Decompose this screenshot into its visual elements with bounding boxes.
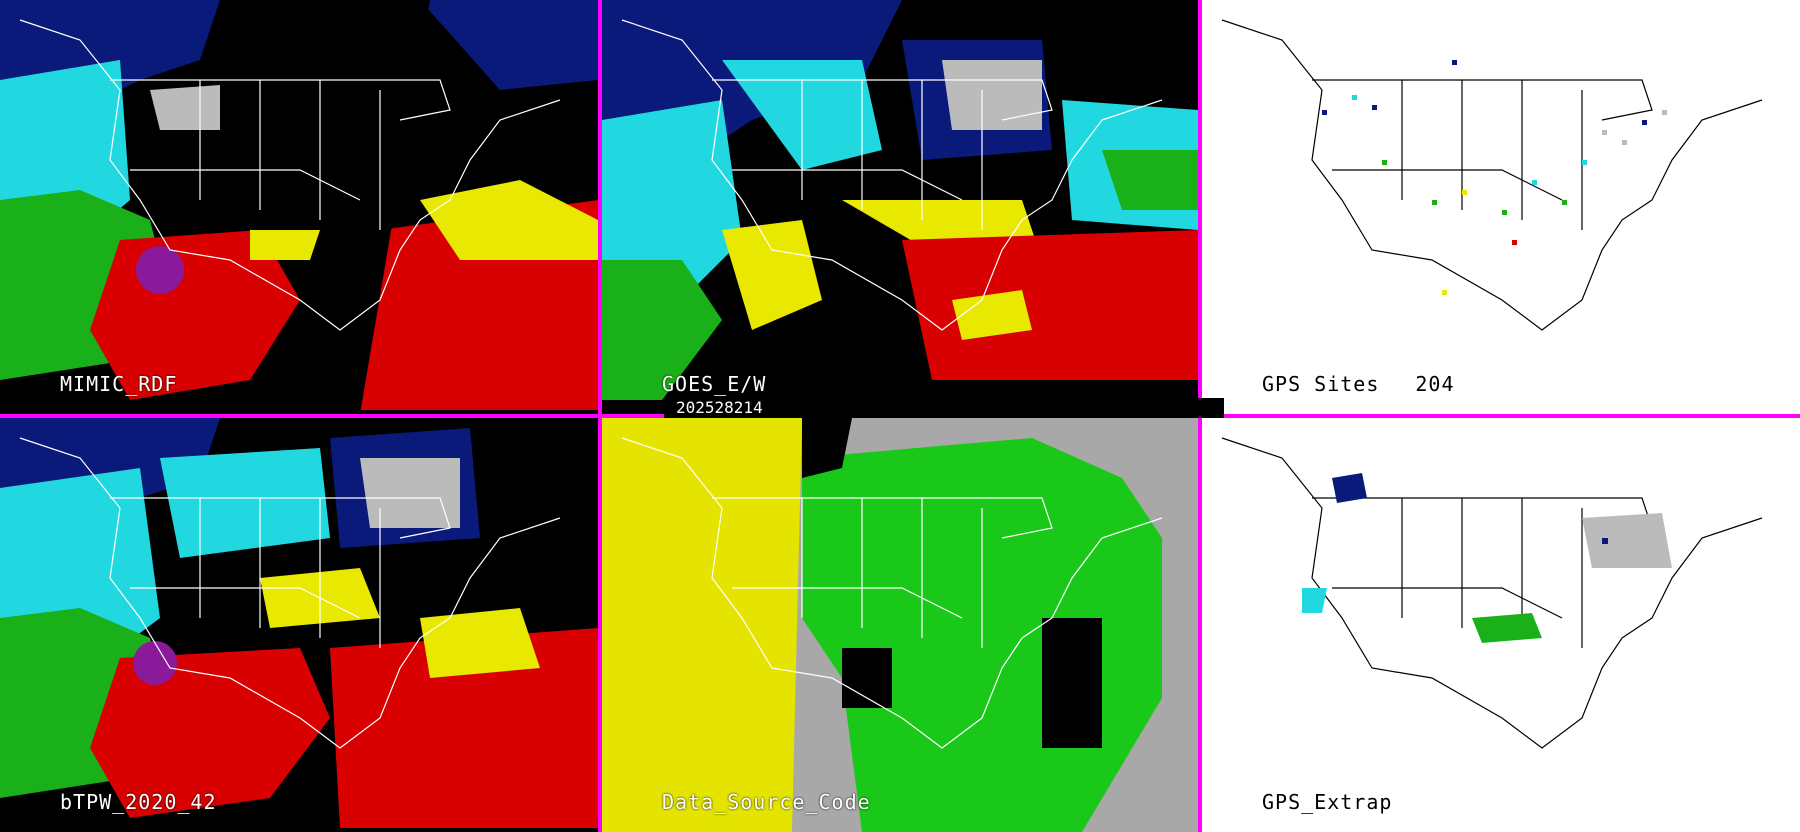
panel-label-mimic: MIMIC_RDF xyxy=(60,372,178,396)
panel-goes-ew[interactable]: GOES_E/W xyxy=(602,0,1198,414)
gps-sites-map xyxy=(1202,0,1800,414)
panel-gps-sites[interactable]: GPS Sites 204 xyxy=(1202,0,1800,414)
panel-btpw[interactable]: bTPW_2020_42 xyxy=(0,418,598,832)
mimic-rdf-map xyxy=(0,0,598,414)
gps-sites-title: GPS Sites xyxy=(1262,372,1380,396)
gps-extrap-map xyxy=(1202,418,1800,832)
timestamp-label: 202528214 xyxy=(676,398,763,417)
timestamp-bar: 202528214 xyxy=(664,398,1224,418)
panel-label-goes: GOES_E/W xyxy=(662,372,767,396)
panel-label-btpw: bTPW_2020_42 xyxy=(60,790,217,814)
goes-ew-map xyxy=(602,0,1198,414)
btpw-map xyxy=(0,418,598,832)
panel-label-gps-sites: GPS Sites 204 xyxy=(1262,372,1455,396)
panel-mimic-rdf[interactable]: MIMIC_RDF xyxy=(0,0,598,414)
gps-sites-count: 204 xyxy=(1415,372,1455,396)
panel-label-gps-extrap: GPS_Extrap xyxy=(1262,790,1393,814)
panel-label-data-source: Data_Source_Code xyxy=(662,790,871,814)
data-source-map xyxy=(602,418,1198,832)
panel-gps-extrap[interactable]: GPS_Extrap xyxy=(1202,418,1800,832)
panel-data-source-code[interactable]: Data_Source_Code xyxy=(602,418,1198,832)
